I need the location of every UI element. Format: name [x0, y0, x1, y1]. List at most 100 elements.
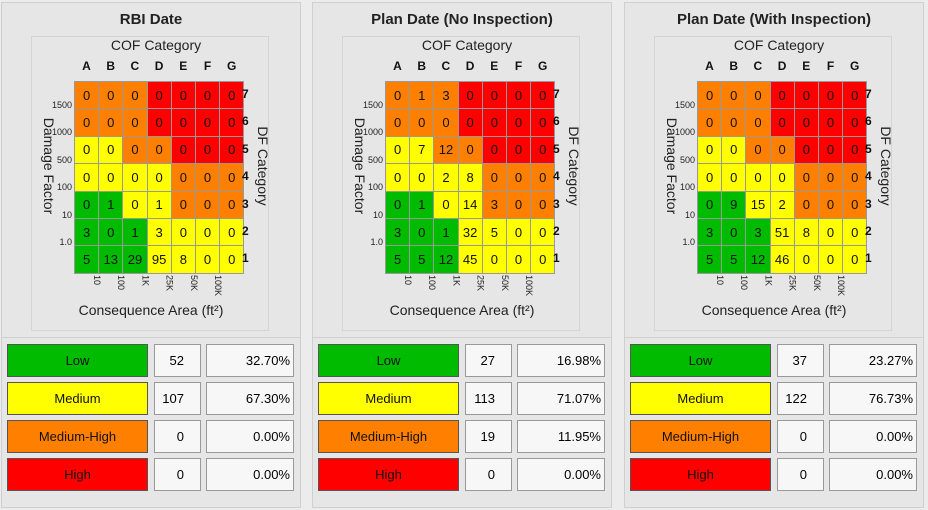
matrix-cell[interactable]: 0: [506, 164, 531, 191]
matrix-cell[interactable]: 46: [770, 246, 794, 273]
matrix-cell[interactable]: 0: [123, 164, 147, 191]
matrix-cell[interactable]: 0: [195, 164, 220, 191]
matrix-cell[interactable]: 8: [458, 164, 482, 191]
matrix-cell[interactable]: 0: [818, 164, 843, 191]
matrix-cell[interactable]: 51: [770, 218, 794, 246]
matrix-cell[interactable]: 0: [99, 82, 123, 109]
matrix-cell[interactable]: 0: [506, 109, 531, 136]
matrix-cell[interactable]: 0: [770, 164, 794, 191]
matrix-cell[interactable]: 0: [482, 136, 506, 164]
matrix-cell[interactable]: 0: [722, 136, 746, 164]
matrix-cell[interactable]: 0: [123, 109, 147, 136]
matrix-cell[interactable]: 0: [722, 218, 746, 246]
matrix-cell[interactable]: 0: [746, 109, 770, 136]
matrix-cell[interactable]: 3: [698, 218, 722, 246]
matrix-cell[interactable]: 0: [171, 218, 195, 246]
matrix-cell[interactable]: 3: [482, 191, 506, 218]
matrix-cell[interactable]: 0: [531, 246, 555, 273]
matrix-cell[interactable]: 0: [818, 82, 843, 109]
matrix-cell[interactable]: 0: [410, 164, 434, 191]
matrix-cell[interactable]: 0: [722, 82, 746, 109]
matrix-cell[interactable]: 5: [722, 246, 746, 273]
matrix-cell[interactable]: 0: [75, 164, 99, 191]
matrix-cell[interactable]: 1: [147, 191, 171, 218]
matrix-cell[interactable]: 0: [171, 109, 195, 136]
matrix-cell[interactable]: 0: [818, 136, 843, 164]
matrix-cell[interactable]: 0: [531, 164, 555, 191]
matrix-cell[interactable]: 0: [386, 136, 410, 164]
matrix-cell[interactable]: 0: [843, 82, 867, 109]
matrix-cell[interactable]: 0: [794, 109, 818, 136]
matrix-cell[interactable]: 0: [770, 82, 794, 109]
matrix-cell[interactable]: 2: [770, 191, 794, 218]
matrix-cell[interactable]: 0: [147, 109, 171, 136]
matrix-cell[interactable]: 0: [843, 136, 867, 164]
matrix-cell[interactable]: 1: [434, 218, 458, 246]
matrix-cell[interactable]: 0: [147, 164, 171, 191]
matrix-cell[interactable]: 0: [434, 109, 458, 136]
matrix-cell[interactable]: 0: [818, 218, 843, 246]
matrix-cell[interactable]: 0: [220, 82, 244, 109]
matrix-cell[interactable]: 0: [794, 164, 818, 191]
matrix-cell[interactable]: 0: [171, 191, 195, 218]
matrix-cell[interactable]: 0: [843, 164, 867, 191]
matrix-cell[interactable]: 0: [698, 109, 722, 136]
matrix-cell[interactable]: 0: [195, 218, 220, 246]
matrix-cell[interactable]: 12: [434, 246, 458, 273]
matrix-cell[interactable]: 9: [722, 191, 746, 218]
matrix-cell[interactable]: 0: [123, 82, 147, 109]
matrix-cell[interactable]: 29: [123, 246, 147, 273]
matrix-cell[interactable]: 0: [746, 136, 770, 164]
matrix-cell[interactable]: 13: [99, 246, 123, 273]
matrix-cell[interactable]: 0: [75, 109, 99, 136]
matrix-cell[interactable]: 1: [410, 191, 434, 218]
matrix-cell[interactable]: 0: [746, 82, 770, 109]
matrix-cell[interactable]: 0: [99, 218, 123, 246]
matrix-cell[interactable]: 0: [698, 82, 722, 109]
matrix-cell[interactable]: 3: [746, 218, 770, 246]
matrix-cell[interactable]: 0: [220, 109, 244, 136]
matrix-cell[interactable]: 0: [171, 164, 195, 191]
matrix-cell[interactable]: 0: [770, 136, 794, 164]
matrix-cell[interactable]: 0: [794, 191, 818, 218]
matrix-cell[interactable]: 5: [410, 246, 434, 273]
matrix-cell[interactable]: 0: [386, 191, 410, 218]
matrix-cell[interactable]: 0: [843, 218, 867, 246]
matrix-cell[interactable]: 0: [506, 218, 531, 246]
matrix-cell[interactable]: 0: [698, 136, 722, 164]
matrix-cell[interactable]: 0: [843, 109, 867, 136]
matrix-cell[interactable]: 45: [458, 246, 482, 273]
matrix-cell[interactable]: 12: [434, 136, 458, 164]
matrix-cell[interactable]: 15: [746, 191, 770, 218]
matrix-cell[interactable]: 0: [434, 191, 458, 218]
matrix-cell[interactable]: 0: [482, 109, 506, 136]
matrix-cell[interactable]: 0: [531, 218, 555, 246]
matrix-cell[interactable]: 32: [458, 218, 482, 246]
matrix-cell[interactable]: 7: [410, 136, 434, 164]
matrix-cell[interactable]: 0: [195, 109, 220, 136]
matrix-cell[interactable]: 0: [843, 246, 867, 273]
matrix-cell[interactable]: 0: [195, 136, 220, 164]
matrix-cell[interactable]: 0: [458, 109, 482, 136]
matrix-cell[interactable]: 0: [506, 136, 531, 164]
matrix-cell[interactable]: 0: [458, 136, 482, 164]
matrix-cell[interactable]: 0: [531, 136, 555, 164]
matrix-cell[interactable]: 3: [147, 218, 171, 246]
matrix-cell[interactable]: 0: [794, 246, 818, 273]
matrix-cell[interactable]: 8: [171, 246, 195, 273]
matrix-cell[interactable]: 0: [746, 164, 770, 191]
matrix-cell[interactable]: 5: [386, 246, 410, 273]
matrix-cell[interactable]: 0: [123, 191, 147, 218]
matrix-cell[interactable]: 1: [410, 82, 434, 109]
matrix-cell[interactable]: 0: [482, 164, 506, 191]
matrix-cell[interactable]: 95: [147, 246, 171, 273]
matrix-cell[interactable]: 8: [794, 218, 818, 246]
matrix-cell[interactable]: 3: [386, 218, 410, 246]
matrix-cell[interactable]: 5: [698, 246, 722, 273]
matrix-cell[interactable]: 0: [818, 191, 843, 218]
matrix-cell[interactable]: 3: [434, 82, 458, 109]
matrix-cell[interactable]: 0: [531, 191, 555, 218]
matrix-cell[interactable]: 0: [482, 82, 506, 109]
matrix-cell[interactable]: 0: [386, 82, 410, 109]
matrix-cell[interactable]: 1: [99, 191, 123, 218]
